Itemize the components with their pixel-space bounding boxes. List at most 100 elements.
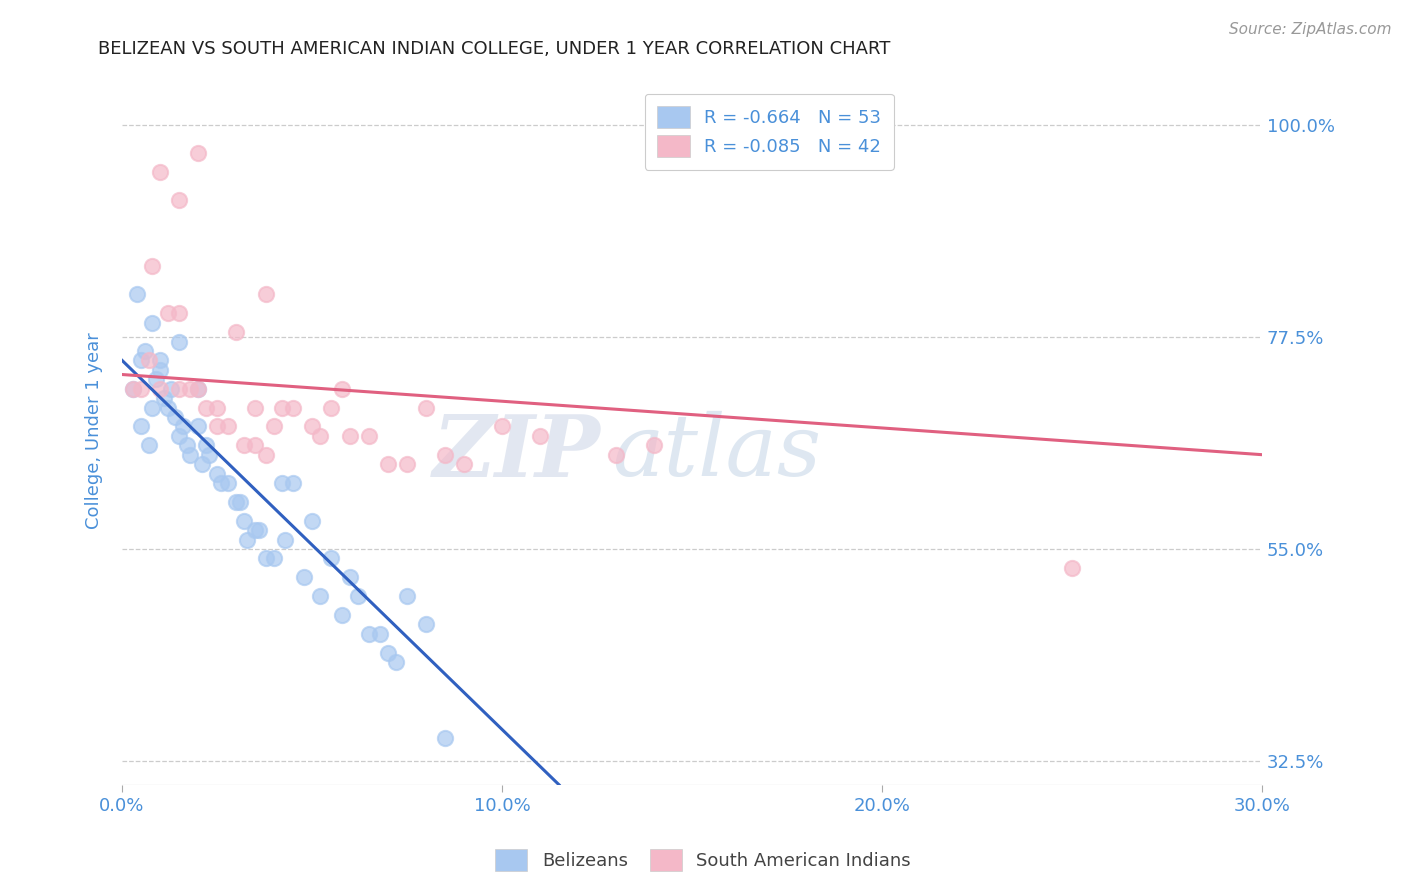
Point — [194, 438, 217, 452]
Point — [254, 448, 277, 462]
Point — [1060, 561, 1083, 575]
Point — [415, 617, 437, 632]
Point — [127, 287, 149, 301]
Point — [332, 382, 354, 396]
Point — [129, 382, 152, 396]
Point — [332, 607, 354, 622]
Point — [167, 193, 190, 207]
Legend: R = -0.664   N = 53, R = -0.085   N = 42: R = -0.664 N = 53, R = -0.085 N = 42 — [644, 94, 894, 170]
Y-axis label: College, Under 1 year: College, Under 1 year — [86, 333, 103, 530]
Point — [129, 353, 152, 368]
Point — [187, 382, 209, 396]
Point — [395, 589, 418, 603]
Point — [149, 353, 172, 368]
Point — [153, 391, 176, 405]
Point — [243, 401, 266, 415]
Point — [225, 495, 247, 509]
Point — [198, 448, 221, 462]
Point — [187, 419, 209, 434]
Point — [167, 429, 190, 443]
Text: atlas: atlas — [612, 411, 821, 493]
Text: ZIP: ZIP — [433, 410, 600, 494]
Point — [281, 475, 304, 490]
Point — [357, 627, 380, 641]
Point — [229, 495, 252, 509]
Point — [134, 343, 156, 358]
Point — [149, 165, 172, 179]
Point — [129, 419, 152, 434]
Point — [156, 401, 179, 415]
Point — [643, 438, 665, 452]
Point — [172, 419, 194, 434]
Point — [232, 438, 254, 452]
Point — [160, 382, 183, 396]
Point — [270, 401, 292, 415]
Point — [194, 401, 217, 415]
Point — [434, 448, 457, 462]
Point — [205, 467, 228, 481]
Point — [243, 523, 266, 537]
Point — [377, 646, 399, 660]
Point — [232, 514, 254, 528]
Point — [156, 306, 179, 320]
Point — [138, 438, 160, 452]
Point — [254, 287, 277, 301]
Point — [339, 570, 361, 584]
Point — [141, 401, 163, 415]
Point — [308, 429, 330, 443]
Point — [236, 533, 259, 547]
Point — [187, 382, 209, 396]
Point — [491, 419, 513, 434]
Point — [281, 401, 304, 415]
Point — [529, 429, 551, 443]
Point — [247, 523, 270, 537]
Point — [301, 514, 323, 528]
Point — [217, 475, 239, 490]
Point — [294, 570, 316, 584]
Point — [377, 457, 399, 471]
Point — [319, 551, 342, 566]
Point — [138, 353, 160, 368]
Text: Source: ZipAtlas.com: Source: ZipAtlas.com — [1229, 22, 1392, 37]
Point — [415, 401, 437, 415]
Point — [122, 382, 145, 396]
Point — [308, 589, 330, 603]
Point — [225, 325, 247, 339]
Point — [270, 475, 292, 490]
Point — [434, 731, 457, 745]
Point — [605, 448, 627, 462]
Point — [187, 145, 209, 160]
Point — [319, 401, 342, 415]
Point — [339, 429, 361, 443]
Point — [243, 438, 266, 452]
Point — [370, 627, 392, 641]
Point — [122, 382, 145, 396]
Point — [263, 419, 285, 434]
Point — [176, 438, 198, 452]
Point — [165, 409, 187, 424]
Point — [395, 457, 418, 471]
Point — [205, 401, 228, 415]
Point — [141, 259, 163, 273]
Point — [301, 419, 323, 434]
Point — [141, 316, 163, 330]
Point — [191, 457, 214, 471]
Point — [346, 589, 368, 603]
Point — [254, 551, 277, 566]
Point — [179, 448, 201, 462]
Legend: Belizeans, South American Indians: Belizeans, South American Indians — [488, 842, 918, 879]
Point — [209, 475, 232, 490]
Point — [274, 533, 297, 547]
Point — [263, 551, 285, 566]
Point — [149, 382, 172, 396]
Point — [145, 372, 167, 386]
Point — [167, 382, 190, 396]
Point — [453, 457, 475, 471]
Point — [179, 382, 201, 396]
Point — [357, 429, 380, 443]
Text: BELIZEAN VS SOUTH AMERICAN INDIAN COLLEGE, UNDER 1 YEAR CORRELATION CHART: BELIZEAN VS SOUTH AMERICAN INDIAN COLLEG… — [98, 40, 891, 58]
Point — [149, 363, 172, 377]
Point — [205, 419, 228, 434]
Point — [384, 655, 406, 669]
Point — [167, 306, 190, 320]
